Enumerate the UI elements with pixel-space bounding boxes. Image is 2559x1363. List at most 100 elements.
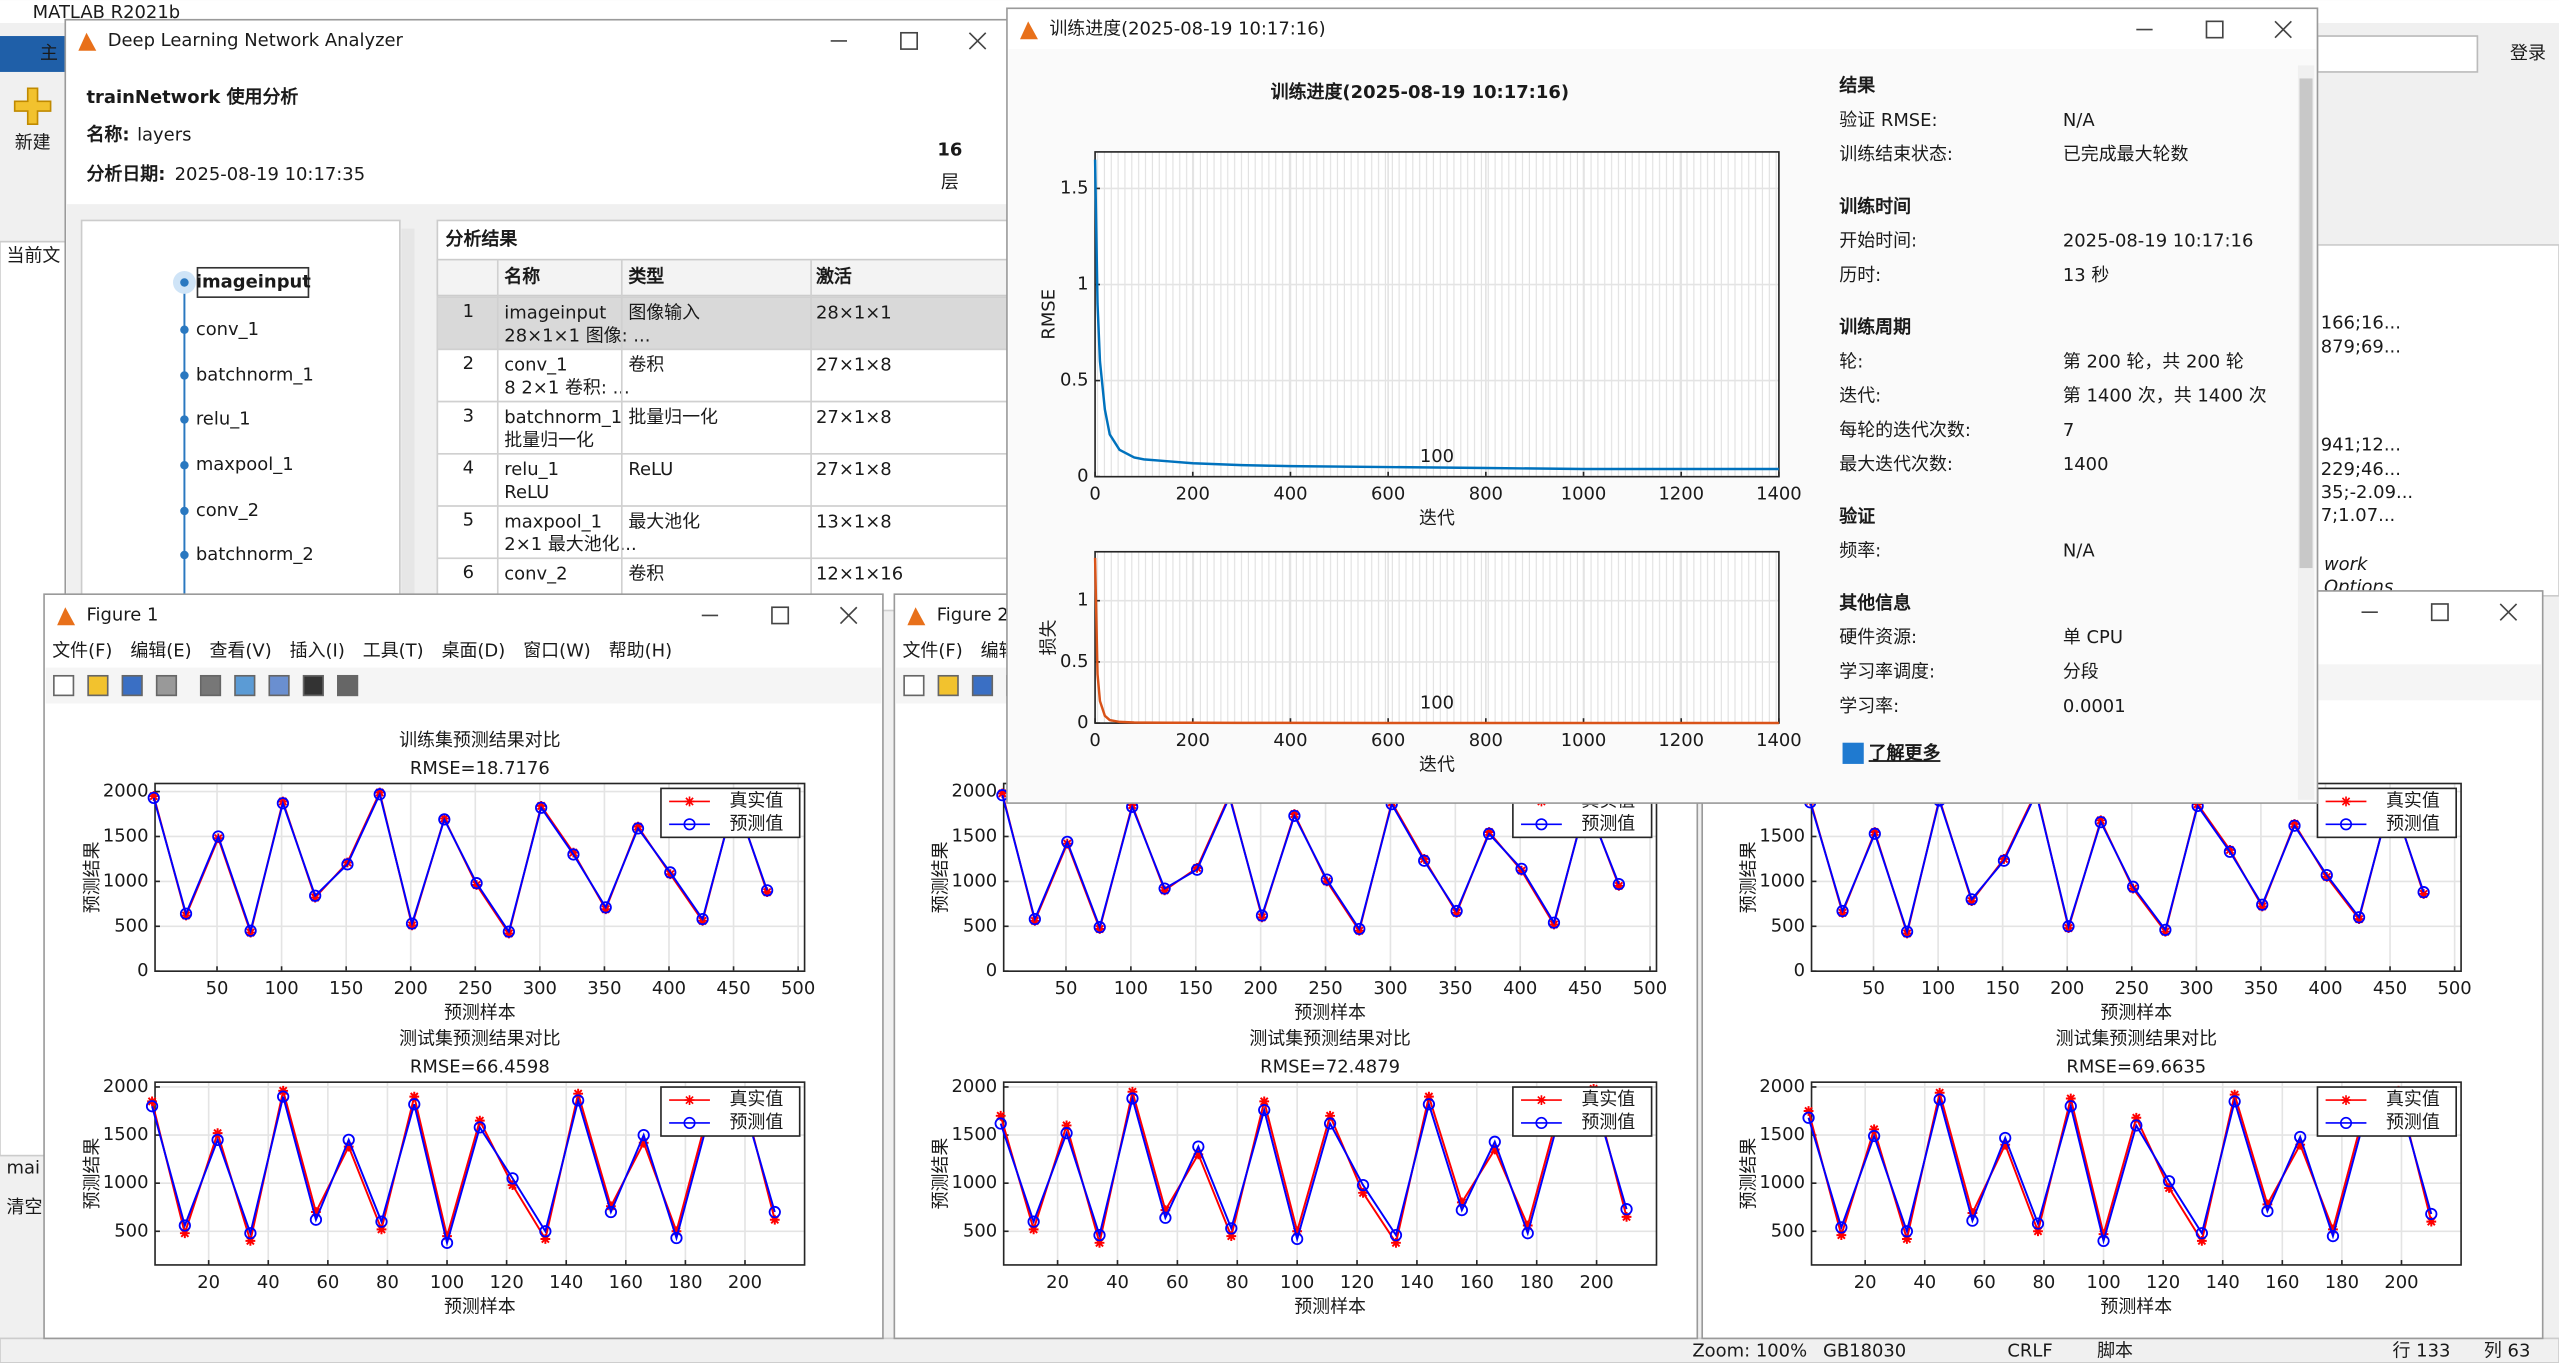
info-label: 历时: (1839, 265, 1881, 286)
circle-marker (1093, 1229, 1106, 1242)
circle-marker (2320, 868, 2333, 882)
chart-subtitle: RMSE=18.7176 (410, 758, 550, 779)
layer-node[interactable] (180, 506, 189, 516)
cell-sub: 2×1 最大池化... (504, 534, 636, 555)
circle-marker (1802, 1111, 1815, 1124)
toolbar-button[interactable] (337, 674, 359, 697)
axes-box (1002, 1081, 1658, 1266)
circle-marker (2159, 923, 2172, 936)
circle-marker (502, 925, 515, 938)
toolbar-button[interactable] (87, 674, 109, 697)
toolbar-button[interactable] (971, 674, 994, 697)
close-button[interactable] (968, 32, 987, 50)
table-row[interactable] (436, 348, 1013, 403)
circle-marker (604, 1205, 618, 1219)
x-tick-label: 300 (523, 978, 557, 999)
field-value: 2025-08-19 10:17:35 (175, 164, 366, 185)
layer-node[interactable] (180, 415, 189, 424)
menu-item[interactable]: 查看(V) (210, 640, 272, 661)
toolbar-button[interactable] (937, 674, 959, 697)
star-marker (1259, 1096, 1270, 1107)
table-row[interactable] (436, 400, 1013, 455)
circle-marker (1126, 1092, 1139, 1105)
maximize-button[interactable] (2205, 20, 2224, 39)
x-tick-label: 150 (329, 978, 363, 999)
layer-node[interactable] (180, 325, 189, 335)
legend-marker (683, 818, 696, 831)
circle-marker (1966, 1214, 1979, 1227)
toolbar-button[interactable] (268, 674, 290, 697)
chart-title: 训练集预测结果对比 (399, 730, 560, 751)
menu-item[interactable]: 窗口(W) (523, 640, 591, 661)
x-tick-label: 20 (197, 1272, 220, 1293)
star-marker (343, 1141, 354, 1152)
x-axis-label: 预测样本 (1294, 1296, 1366, 1317)
circle-marker (375, 1215, 388, 1228)
x-axis-label: 预测样本 (2100, 1296, 2172, 1317)
circle-marker (631, 822, 645, 835)
layer-node[interactable] (180, 461, 189, 470)
x-tick-label: 140 (549, 1272, 583, 1293)
close-button[interactable] (839, 606, 858, 625)
circle-marker (1482, 827, 1496, 840)
menu-item[interactable]: 编辑(E) (130, 640, 191, 661)
circle-marker (1353, 922, 1366, 936)
window-title: Figure 1 (86, 604, 158, 625)
learn-more-link[interactable]: 了解更多 (1869, 742, 1941, 764)
circle-marker (1060, 1127, 1073, 1140)
toolbar-button[interactable] (302, 674, 324, 697)
x-tick-label: 1000 (1561, 484, 1607, 505)
x-axis-label: 迭代 (1419, 508, 1455, 529)
circle-marker (1061, 835, 1074, 848)
star-marker (503, 928, 514, 939)
info-icon (1842, 742, 1864, 764)
circle-marker (309, 1213, 323, 1226)
circle-marker (1389, 1229, 1403, 1242)
circle-marker (1258, 1103, 1271, 1117)
menu-item[interactable]: 文件(F) (52, 640, 112, 661)
x-tick-label: 160 (2265, 1272, 2299, 1293)
circle-marker (1836, 904, 1849, 918)
circle-marker (2352, 911, 2366, 924)
close-button[interactable] (2499, 603, 2518, 621)
toolbar-button[interactable] (903, 674, 925, 697)
toolbar-button[interactable] (53, 674, 75, 697)
toolbar-button[interactable] (234, 674, 256, 697)
maximize-button[interactable] (771, 606, 790, 625)
circle-marker (664, 866, 677, 879)
layer-node[interactable] (180, 371, 189, 380)
title-bar (45, 595, 882, 635)
menu-item[interactable]: 文件(F) (903, 640, 963, 661)
close-button[interactable] (2274, 20, 2292, 39)
maximize-button[interactable] (900, 31, 919, 50)
circle-marker (1450, 904, 1463, 918)
layer-node[interactable] (180, 278, 189, 287)
x-tick-label: 60 (1166, 1272, 1189, 1293)
x-axis-label: 迭代 (1419, 755, 1455, 776)
star-marker (638, 1137, 649, 1148)
toolbar-button[interactable] (121, 674, 143, 697)
star-marker (1966, 896, 1977, 907)
circle-marker (1868, 827, 1881, 840)
toolbar-button[interactable] (155, 674, 178, 697)
circle-marker (1093, 921, 1106, 934)
table-row[interactable] (436, 296, 1013, 351)
toolbar-button[interactable] (199, 674, 222, 697)
legend-marker (2339, 818, 2353, 831)
layer-node[interactable] (180, 550, 189, 560)
maximize-button[interactable] (2430, 603, 2449, 622)
workspace-value: 229;46... (2321, 459, 2401, 480)
star-marker (1159, 885, 1170, 896)
menu-item[interactable]: 桌面(D) (442, 640, 506, 661)
x-tick-label: 400 (1273, 484, 1307, 505)
legend (2316, 1086, 2457, 1137)
menu-item[interactable]: 插入(I) (290, 640, 345, 661)
table-row[interactable] (436, 453, 1013, 507)
star-marker (1456, 1197, 1467, 1208)
table-row[interactable] (436, 505, 1013, 560)
star-marker (1193, 1149, 1204, 1160)
star-marker (769, 1214, 780, 1225)
menu-item[interactable]: 工具(T) (363, 640, 424, 661)
info-value: 13 秒 (2063, 265, 2110, 286)
menu-item[interactable]: 帮助(H) (609, 640, 672, 661)
